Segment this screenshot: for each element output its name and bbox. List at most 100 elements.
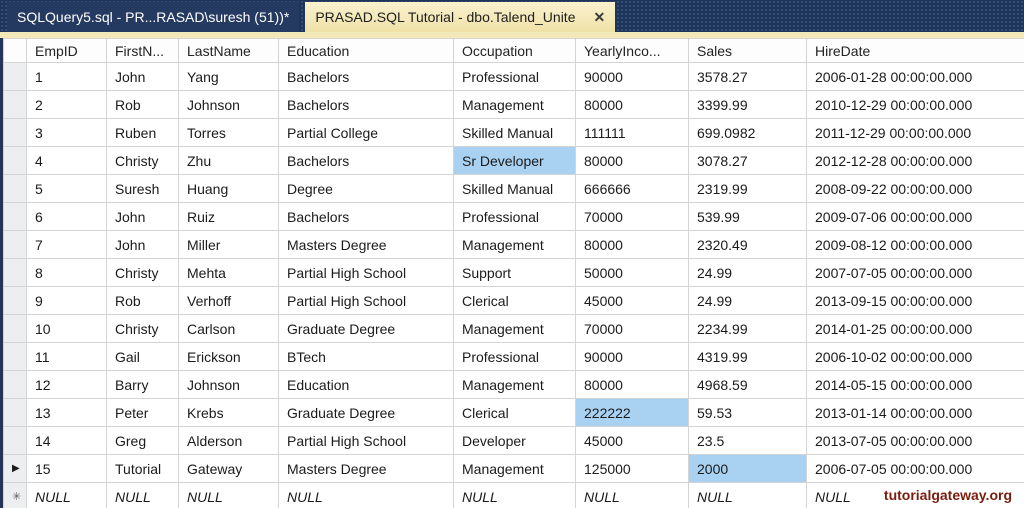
grid-cell[interactable]: 50000 <box>575 258 689 287</box>
grid-cell[interactable]: Clerical <box>453 398 576 427</box>
close-icon[interactable]: ✕ <box>593 9 606 25</box>
column-header-sales[interactable]: Sales <box>688 38 807 63</box>
grid-cell[interactable]: Torres <box>178 118 279 147</box>
grid-cell[interactable]: Management <box>453 314 576 343</box>
select-all-corner[interactable] <box>3 38 27 63</box>
grid-cell[interactable]: 4968.59 <box>688 370 807 399</box>
grid-cell[interactable]: 2320.49 <box>688 230 807 259</box>
grid-cell[interactable]: 90000 <box>575 62 689 91</box>
grid-cell[interactable]: Suresh <box>106 174 179 203</box>
row-selector[interactable] <box>3 370 27 399</box>
grid-cell[interactable]: Barry <box>106 370 179 399</box>
grid-cell[interactable]: 12 <box>26 370 107 399</box>
grid-cell[interactable]: John <box>106 202 179 231</box>
grid-cell[interactable]: John <box>106 62 179 91</box>
column-header-hiredate[interactable]: HireDate <box>806 38 1024 63</box>
grid-cell[interactable]: Degree <box>278 174 454 203</box>
grid-cell[interactable]: BTech <box>278 342 454 371</box>
grid-cell[interactable]: Management <box>453 454 576 483</box>
row-selector[interactable] <box>3 174 27 203</box>
grid-cell[interactable]: 2011-12-29 00:00:00.000 <box>806 118 1024 147</box>
grid-cell[interactable]: 70000 <box>575 202 689 231</box>
grid-cell[interactable]: 3 <box>26 118 107 147</box>
row-selector[interactable] <box>3 258 27 287</box>
grid-cell[interactable]: 2014-05-15 00:00:00.000 <box>806 370 1024 399</box>
grid-cell[interactable]: Tutorial <box>106 454 179 483</box>
column-header-empid[interactable]: EmpID <box>26 38 107 63</box>
column-header-education[interactable]: Education <box>278 38 454 63</box>
grid-cell[interactable]: Yang <box>178 62 279 91</box>
grid-cell[interactable]: Education <box>278 370 454 399</box>
grid-cell[interactable]: 2006-07-05 00:00:00.000 <box>806 454 1024 483</box>
grid-cell[interactable]: 24.99 <box>688 286 807 315</box>
column-header-yearlyincome[interactable]: YearlyInco... <box>575 38 689 63</box>
grid-cell[interactable]: 4319.99 <box>688 342 807 371</box>
grid-cell[interactable]: 125000 <box>575 454 689 483</box>
grid-cell[interactable]: 2008-09-22 00:00:00.000 <box>806 174 1024 203</box>
grid-cell[interactable]: Huang <box>178 174 279 203</box>
row-selector[interactable] <box>3 146 27 175</box>
grid-cell[interactable]: 11 <box>26 342 107 371</box>
grid-cell[interactable]: Masters Degree <box>278 230 454 259</box>
grid-cell[interactable]: Sr Developer <box>453 146 576 175</box>
grid-cell[interactable]: 13 <box>26 398 107 427</box>
grid-cell[interactable]: 3399.99 <box>688 90 807 119</box>
grid-cell[interactable]: Rob <box>106 286 179 315</box>
grid-cell[interactable]: 2010-12-29 00:00:00.000 <box>806 90 1024 119</box>
grid-cell[interactable]: 2009-07-06 00:00:00.000 <box>806 202 1024 231</box>
grid-cell[interactable]: Gateway <box>178 454 279 483</box>
grid-cell[interactable]: 80000 <box>575 370 689 399</box>
row-selector[interactable] <box>3 118 27 147</box>
grid-cell[interactable]: 222222 <box>575 398 689 427</box>
row-selector[interactable] <box>3 426 27 455</box>
column-header-occupation[interactable]: Occupation <box>453 38 576 63</box>
row-selector[interactable] <box>3 62 27 91</box>
grid-cell[interactable]: 80000 <box>575 230 689 259</box>
grid-cell[interactable]: 2013-07-05 00:00:00.000 <box>806 426 1024 455</box>
grid-cell[interactable]: NULL <box>575 482 689 508</box>
grid-cell[interactable]: Christy <box>106 258 179 287</box>
grid-cell[interactable]: Christy <box>106 314 179 343</box>
grid-cell[interactable]: NULL <box>806 482 1024 508</box>
grid-cell[interactable]: 699.0982 <box>688 118 807 147</box>
grid-cell[interactable]: Skilled Manual <box>453 118 576 147</box>
grid-cell[interactable]: 666666 <box>575 174 689 203</box>
grid-cell[interactable]: 59.53 <box>688 398 807 427</box>
grid-cell[interactable]: 6 <box>26 202 107 231</box>
grid-cell[interactable]: Partial High School <box>278 286 454 315</box>
column-header-lastname[interactable]: LastName <box>178 38 279 63</box>
grid-cell[interactable]: NULL <box>688 482 807 508</box>
grid-cell[interactable]: 8 <box>26 258 107 287</box>
grid-cell[interactable]: Bachelors <box>278 62 454 91</box>
grid-cell[interactable]: Alderson <box>178 426 279 455</box>
grid-cell[interactable]: NULL <box>453 482 576 508</box>
grid-cell[interactable]: Krebs <box>178 398 279 427</box>
grid-cell[interactable]: Graduate Degree <box>278 314 454 343</box>
tab-table-data[interactable]: PRASAD.SQL Tutorial - dbo.Talend_Unite ✕ <box>305 2 616 32</box>
grid-cell[interactable]: Christy <box>106 146 179 175</box>
grid-cell[interactable]: 5 <box>26 174 107 203</box>
grid-cell[interactable]: Partial College <box>278 118 454 147</box>
grid-cell[interactable]: 2013-01-14 00:00:00.000 <box>806 398 1024 427</box>
grid-cell[interactable]: Johnson <box>178 90 279 119</box>
grid-cell[interactable]: Peter <box>106 398 179 427</box>
grid-cell[interactable]: Mehta <box>178 258 279 287</box>
grid-cell[interactable]: Greg <box>106 426 179 455</box>
grid-cell[interactable]: 2013-09-15 00:00:00.000 <box>806 286 1024 315</box>
grid-cell[interactable]: Management <box>453 90 576 119</box>
grid-cell[interactable]: Partial High School <box>278 426 454 455</box>
grid-cell[interactable]: 2234.99 <box>688 314 807 343</box>
grid-cell[interactable]: Management <box>453 230 576 259</box>
grid-cell[interactable]: Miller <box>178 230 279 259</box>
grid-cell[interactable]: 10 <box>26 314 107 343</box>
grid-cell[interactable]: 2009-08-12 00:00:00.000 <box>806 230 1024 259</box>
column-header-firstname[interactable]: FirstN... <box>106 38 179 63</box>
grid-cell[interactable]: Erickson <box>178 342 279 371</box>
row-selector[interactable] <box>3 90 27 119</box>
grid-cell[interactable]: 2012-12-28 00:00:00.000 <box>806 146 1024 175</box>
new-row-selector[interactable]: ✳ <box>3 482 27 508</box>
grid-cell[interactable]: 80000 <box>575 146 689 175</box>
row-selector[interactable] <box>3 314 27 343</box>
grid-cell[interactable]: 23.5 <box>688 426 807 455</box>
grid-cell[interactable]: Professional <box>453 62 576 91</box>
